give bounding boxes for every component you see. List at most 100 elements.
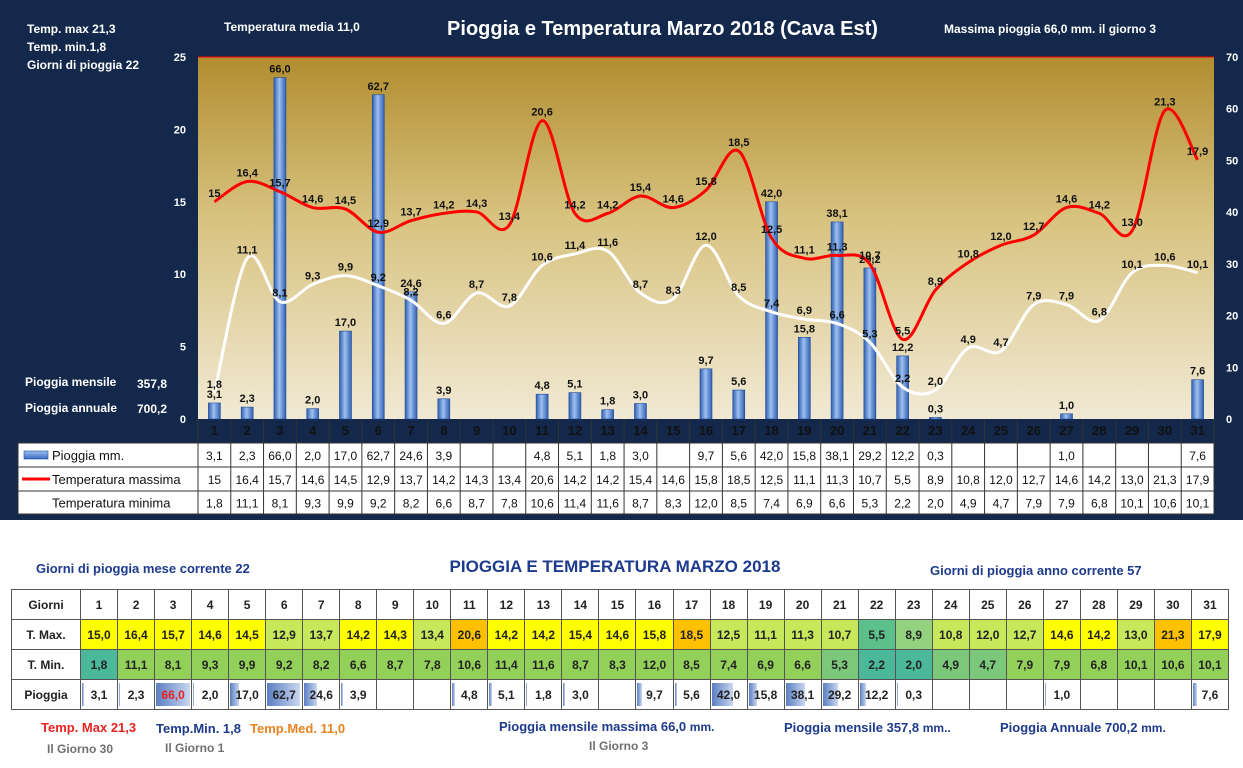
rain-databar <box>304 683 317 706</box>
rain-bar <box>798 336 811 420</box>
table-cell-value: 10,6 <box>530 497 554 511</box>
tmin-point-label: 2,0 <box>928 376 943 388</box>
rain-days-month: Giorni di pioggia mese corrente 22 <box>36 561 250 576</box>
monthly-rain-summary-value: Pioggia mensile 357,8 <box>784 720 920 735</box>
x-axis-tick: 9 <box>473 423 480 438</box>
tmax-point-label: 11,1 <box>794 244 815 256</box>
tmax-point-label: 15 <box>208 188 220 200</box>
rain-cell-value: 24,6 <box>309 687 333 702</box>
rain-cell: 5,1 <box>487 679 526 710</box>
day-cell: 11 <box>450 589 489 620</box>
table-cell-value: 42,0 <box>760 449 784 463</box>
tmin-cell: 2,0 <box>894 649 933 680</box>
data-table-area <box>18 443 1214 514</box>
monthly-rain-value: 357,8 <box>137 377 168 391</box>
day-cell: 27 <box>1042 589 1081 620</box>
table-cell-value: 11,6 <box>596 497 619 511</box>
table-cell-value: 0,3 <box>927 449 944 463</box>
table-cell-value: 7,9 <box>1025 497 1042 511</box>
tmax-cell: 13,7 <box>302 619 341 650</box>
rain-databar <box>489 683 492 706</box>
tmin-point-label: 8,5 <box>731 282 746 294</box>
rain-cell-value: 7,6 <box>1201 687 1219 702</box>
tmax-point-label: 11,3 <box>827 241 848 253</box>
rain-databar <box>119 683 121 706</box>
tmin-cell: 8,2 <box>302 649 341 680</box>
day-cell: 13 <box>524 589 563 620</box>
tmin-point-label: 7,8 <box>502 292 517 304</box>
x-axis-tick: 3 <box>276 423 283 438</box>
rain-cell: 3,1 <box>79 679 119 710</box>
tmax-cell: 20,6 <box>450 619 489 650</box>
tmax-cell: 15,7 <box>154 619 193 650</box>
tmax-cell: 15,0 <box>79 619 119 650</box>
tmax-cell: 14,2 <box>339 619 378 650</box>
day-cell: 15 <box>598 589 637 620</box>
rain-cell-value: 3,0 <box>572 687 589 702</box>
tmin-cell: 9,3 <box>191 649 230 680</box>
table-cell-value: 66,0 <box>268 449 292 463</box>
table-cell-value: 13,0 <box>1120 473 1144 487</box>
tmax-cell: 11,1 <box>746 619 785 650</box>
rain-databar <box>859 683 866 706</box>
tmin-cell: 8,7 <box>376 649 415 680</box>
table-cell-value: 12,0 <box>989 473 1013 487</box>
tmin-cell: 8,3 <box>598 649 637 680</box>
right-axis-tick: 30 <box>1226 259 1238 271</box>
right-axis-tick: 0 <box>1226 414 1232 426</box>
right-axis-tick: 60 <box>1226 104 1238 116</box>
tmin-cell: 8,1 <box>154 649 193 680</box>
rain-bar <box>929 417 942 420</box>
day-cell: 10 <box>413 589 452 620</box>
tmax-cell: 10,7 <box>820 619 859 650</box>
day-cell: 24 <box>931 589 970 620</box>
table-cell-value: 11,1 <box>236 497 259 511</box>
rain-databar <box>452 683 455 706</box>
tmax-point-label: 12,9 <box>368 218 389 230</box>
tmin-cell: 1,8 <box>79 649 119 680</box>
x-axis-tick: 7 <box>407 423 414 438</box>
left-axis-tick: 15 <box>174 197 186 209</box>
rain-cell-value: 0,3 <box>905 687 923 702</box>
legend-series-name: Temperatura minima <box>52 496 171 511</box>
table-cell-value: 8,7 <box>632 497 649 511</box>
table-cell-value: 4,9 <box>960 497 977 511</box>
temp-max-day: Il Giorno 30 <box>47 742 114 756</box>
table-cell-value: 20,6 <box>530 473 554 487</box>
table-cell-value: 2,0 <box>927 497 944 511</box>
tmax-line <box>213 107 1199 341</box>
table-cell-value: 3,1 <box>206 449 223 463</box>
temp-min-day: Il Giorno 1 <box>165 741 225 755</box>
rain-cell <box>1153 679 1192 710</box>
tmax-point-label: 14,6 <box>1056 194 1077 206</box>
tmin-cell: 11,4 <box>487 649 526 680</box>
legend-series-name: Temperatura massima <box>52 472 181 487</box>
day-cell: 4 <box>191 589 230 620</box>
legend-rain-swatch <box>23 450 49 460</box>
rain-cell-value: 1,0 <box>1053 687 1071 702</box>
rain-bar <box>404 291 418 420</box>
table-cell-value: 8,3 <box>665 497 682 511</box>
rain-cell: 7,6 <box>1190 679 1230 710</box>
rain-cell-value: 1,8 <box>535 687 552 702</box>
table-cell-value: 24,6 <box>399 449 423 463</box>
table-cell-value: 2,0 <box>304 449 321 463</box>
tmax-point-label: 10,7 <box>859 250 880 262</box>
tmin-point-label: 7,4 <box>764 298 780 310</box>
day-cell: 19 <box>746 589 785 620</box>
tmax-point-label: 21,3 <box>1154 97 1175 109</box>
tmax-cell: 10,8 <box>931 619 970 650</box>
rain-cell <box>1116 679 1155 710</box>
table-cell-value: 14,6 <box>301 473 325 487</box>
tmax-point-label: 8,9 <box>928 276 943 288</box>
tmax-cell: 14,2 <box>524 619 563 650</box>
rain-cell-value: 12,2 <box>864 687 889 702</box>
rain-cell: 62,7 <box>265 679 304 710</box>
tmax-cell: 14,5 <box>228 619 267 650</box>
tmax-point-label: 18,5 <box>728 137 749 149</box>
rain-cell-value: 15,8 <box>753 687 778 702</box>
tmin-line <box>212 243 1198 396</box>
tmin-point-label: 10,6 <box>1154 252 1175 264</box>
table-cell-value: 11,4 <box>564 497 587 511</box>
table-cell-value: 8,5 <box>730 497 747 511</box>
